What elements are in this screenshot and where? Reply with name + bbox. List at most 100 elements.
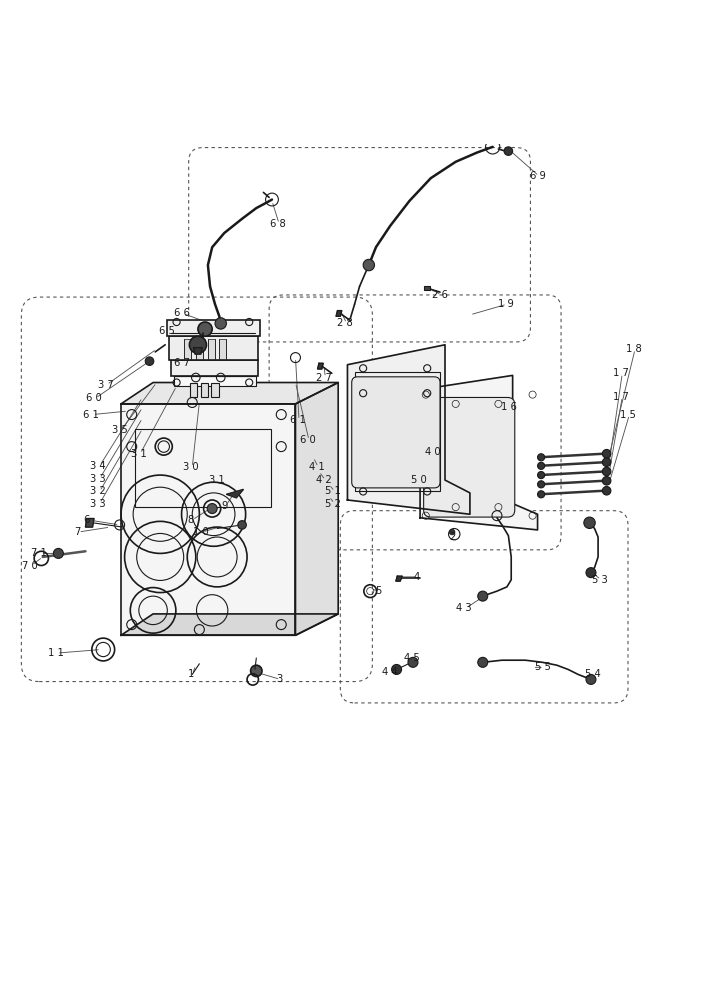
Text: 6: 6 — [84, 515, 90, 525]
Bar — [219, 339, 226, 359]
Text: 7 1: 7 1 — [31, 548, 47, 558]
Text: 5 5: 5 5 — [535, 662, 550, 672]
Text: 3 2: 3 2 — [90, 486, 106, 496]
Text: 6 9: 6 9 — [530, 171, 545, 181]
Text: 7: 7 — [74, 527, 80, 537]
Polygon shape — [226, 489, 244, 498]
Text: 3 7: 3 7 — [98, 380, 113, 390]
Bar — [135, 429, 271, 507]
Polygon shape — [85, 519, 94, 527]
Circle shape — [449, 529, 455, 535]
Text: 3: 3 — [276, 674, 282, 684]
Text: 5 2: 5 2 — [325, 499, 341, 509]
Polygon shape — [194, 348, 202, 354]
Bar — [201, 383, 208, 397]
Bar — [169, 336, 258, 360]
Circle shape — [538, 454, 545, 461]
Text: 2 8: 2 8 — [337, 318, 353, 328]
Circle shape — [189, 336, 206, 353]
FancyBboxPatch shape — [352, 377, 440, 488]
Circle shape — [586, 674, 596, 684]
Text: 8: 8 — [188, 515, 194, 525]
Text: 1 7: 1 7 — [613, 368, 629, 378]
Circle shape — [538, 481, 545, 488]
Circle shape — [584, 517, 595, 528]
Circle shape — [538, 491, 545, 498]
Circle shape — [408, 657, 418, 667]
Circle shape — [602, 458, 611, 467]
Text: 4 5: 4 5 — [404, 653, 419, 663]
Text: 4 3: 4 3 — [456, 603, 472, 613]
Text: 5 1: 5 1 — [325, 486, 341, 496]
Text: 2 7: 2 7 — [316, 373, 332, 383]
Circle shape — [53, 548, 63, 558]
Bar — [167, 320, 260, 336]
Text: 6 8: 6 8 — [270, 219, 286, 229]
Polygon shape — [420, 375, 538, 530]
Bar — [184, 339, 191, 359]
Polygon shape — [121, 404, 295, 635]
Bar — [171, 360, 258, 376]
Text: 7 0: 7 0 — [22, 561, 38, 571]
Text: 3 1: 3 1 — [131, 449, 147, 459]
Text: 6 1: 6 1 — [83, 410, 99, 420]
Text: 6 0: 6 0 — [86, 393, 102, 403]
Text: 4 4: 4 4 — [382, 667, 398, 677]
Text: 9: 9 — [221, 501, 227, 511]
Circle shape — [602, 486, 611, 495]
Circle shape — [392, 664, 402, 674]
Circle shape — [602, 449, 611, 458]
Circle shape — [538, 472, 545, 479]
Polygon shape — [396, 576, 402, 581]
Text: 4 0: 4 0 — [425, 447, 441, 457]
Text: 3 3: 3 3 — [90, 499, 106, 509]
Text: 3 1: 3 1 — [209, 475, 225, 485]
Text: 6 1: 6 1 — [290, 415, 305, 425]
FancyBboxPatch shape — [424, 397, 515, 517]
Bar — [355, 372, 440, 491]
Polygon shape — [121, 383, 338, 404]
Circle shape — [602, 467, 611, 476]
Text: 6 0: 6 0 — [300, 435, 315, 445]
Text: 5 3: 5 3 — [592, 575, 607, 585]
Circle shape — [215, 318, 226, 329]
Text: 1 8: 1 8 — [626, 344, 642, 354]
Polygon shape — [295, 383, 338, 635]
Bar — [424, 286, 430, 290]
Text: 1 5: 1 5 — [620, 410, 636, 420]
Text: 3 0: 3 0 — [183, 462, 199, 472]
Polygon shape — [318, 363, 323, 369]
Circle shape — [238, 521, 246, 529]
Polygon shape — [347, 345, 470, 514]
Circle shape — [586, 568, 596, 578]
Text: 5 4: 5 4 — [585, 669, 600, 679]
Bar — [208, 339, 215, 359]
Text: 3 5: 3 5 — [112, 425, 127, 435]
Text: 3 4: 3 4 — [90, 461, 106, 471]
Text: 6 6: 6 6 — [174, 308, 189, 318]
Text: 5: 5 — [376, 586, 382, 596]
Text: 1 1: 1 1 — [48, 648, 63, 658]
Text: 1 9: 1 9 — [498, 299, 513, 309]
Text: 1: 1 — [188, 669, 194, 679]
Text: 1 7: 1 7 — [613, 392, 629, 402]
Bar — [190, 383, 197, 397]
Text: 5 0: 5 0 — [411, 475, 426, 485]
Text: 6 7: 6 7 — [174, 358, 189, 368]
Circle shape — [198, 322, 212, 336]
Text: 6 5: 6 5 — [159, 326, 175, 336]
Circle shape — [504, 147, 513, 155]
Circle shape — [478, 591, 488, 601]
Bar — [174, 376, 256, 386]
Text: 4 1: 4 1 — [309, 462, 325, 472]
Bar — [211, 383, 219, 397]
Circle shape — [478, 657, 488, 667]
Circle shape — [538, 462, 545, 469]
Text: 2 6: 2 6 — [432, 290, 448, 300]
Polygon shape — [121, 614, 338, 635]
Circle shape — [251, 665, 262, 677]
Polygon shape — [336, 311, 342, 316]
Text: 1 6: 1 6 — [501, 402, 517, 412]
Text: 4: 4 — [414, 572, 419, 582]
Text: 2: 2 — [449, 532, 455, 542]
